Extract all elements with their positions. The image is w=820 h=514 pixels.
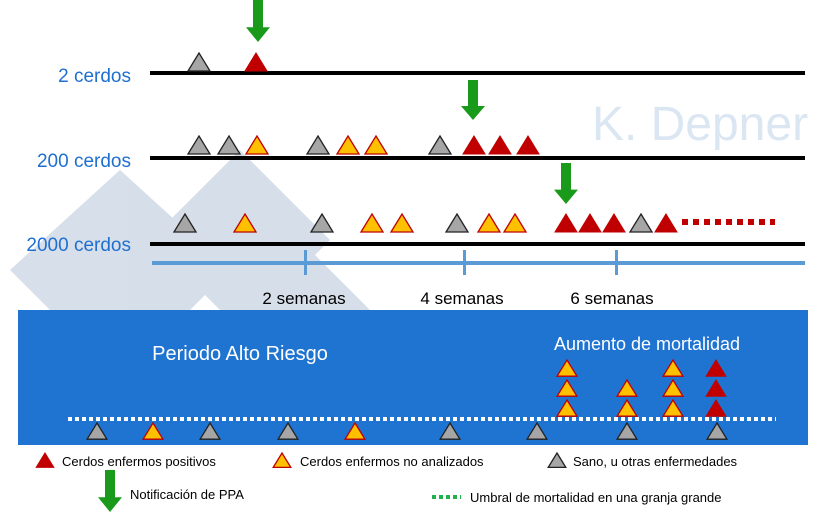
untested-triangle bbox=[615, 398, 639, 417]
healthy-triangle bbox=[628, 212, 654, 233]
row-label-200: 200 cerdos bbox=[37, 151, 131, 172]
timeline-2000 bbox=[150, 242, 805, 246]
untested-triangle bbox=[272, 451, 292, 469]
notification-arrow-icon bbox=[246, 0, 270, 42]
healthy-triangle bbox=[305, 134, 331, 155]
healthy-triangle bbox=[276, 421, 300, 440]
healthy-triangle bbox=[438, 421, 462, 440]
healthy-triangle bbox=[525, 421, 549, 440]
untested-triangle bbox=[661, 398, 685, 417]
untested-triangle bbox=[476, 212, 502, 233]
untested-triangle bbox=[359, 212, 385, 233]
watermark-text: K. Depner bbox=[592, 98, 808, 151]
positive-triangle bbox=[578, 213, 602, 233]
legend-threshold: Umbral de mortalidad en una granja grand… bbox=[470, 490, 722, 505]
healthy-triangle bbox=[705, 421, 729, 440]
positive-triangle bbox=[244, 52, 268, 72]
healthy-triangle bbox=[444, 212, 470, 233]
notification-arrow-icon bbox=[461, 80, 485, 120]
untested-triangle bbox=[141, 421, 165, 440]
notification-arrow-icon bbox=[554, 163, 578, 204]
row-label-2000: 2000 cerdos bbox=[26, 235, 131, 256]
untested-triangle bbox=[335, 134, 361, 155]
untested-triangle bbox=[661, 358, 685, 377]
tick-4-weeks bbox=[463, 250, 466, 275]
healthy-triangle bbox=[547, 451, 567, 469]
positive-triangle bbox=[602, 213, 626, 233]
healthy-triangle bbox=[198, 421, 222, 440]
mortality-increase-label: Aumento de mortalidad bbox=[554, 334, 740, 354]
positive-triangle bbox=[705, 379, 727, 397]
untested-triangle bbox=[555, 358, 579, 377]
positive-triangle bbox=[705, 359, 727, 377]
high-risk-box bbox=[18, 310, 808, 445]
untested-triangle bbox=[555, 398, 579, 417]
healthy-triangle bbox=[186, 134, 212, 155]
legend-untested: Cerdos enfermos no analizados bbox=[300, 454, 484, 469]
positive-triangle bbox=[462, 135, 486, 155]
triangles bbox=[35, 0, 775, 512]
high-risk-label: Periodo Alto Riesgo bbox=[152, 343, 328, 365]
healthy-triangle bbox=[85, 421, 109, 440]
legend-healthy: Sano, u otras enfermedades bbox=[573, 454, 738, 469]
row-label-2: 2 cerdos bbox=[58, 66, 131, 87]
tick-label-6: 6 semanas bbox=[570, 289, 653, 308]
positive-triangle bbox=[488, 135, 512, 155]
healthy-triangle bbox=[615, 421, 639, 440]
time-axis bbox=[152, 250, 805, 275]
tick-6-weeks bbox=[615, 250, 618, 275]
untested-triangle bbox=[615, 378, 639, 397]
healthy-triangle bbox=[427, 134, 453, 155]
positive-triangle bbox=[654, 213, 678, 233]
healthy-triangle bbox=[172, 212, 198, 233]
tick-2-weeks bbox=[304, 250, 307, 275]
healthy-triangle bbox=[309, 212, 335, 233]
healthy-triangle bbox=[186, 51, 212, 72]
tick-label-4: 4 semanas bbox=[420, 289, 503, 308]
healthy-triangle bbox=[216, 134, 242, 155]
untested-triangle bbox=[232, 212, 258, 233]
timeline-200 bbox=[150, 156, 805, 160]
positive-triangle bbox=[35, 452, 55, 468]
positive-triangle bbox=[516, 135, 540, 155]
tick-label-2: 2 semanas bbox=[262, 289, 345, 308]
untested-triangle bbox=[389, 212, 415, 233]
untested-triangle bbox=[244, 134, 270, 155]
legend-positive: Cerdos enfermos positivos bbox=[62, 454, 216, 469]
legend-notification: Notificación de PPA bbox=[130, 487, 244, 502]
untested-triangle bbox=[343, 421, 367, 440]
untested-triangle bbox=[661, 378, 685, 397]
positive-triangle bbox=[705, 399, 727, 417]
untested-triangle bbox=[363, 134, 389, 155]
positive-triangle bbox=[554, 213, 578, 233]
untested-triangle bbox=[502, 212, 528, 233]
timeline-2 bbox=[150, 71, 805, 75]
untested-triangle bbox=[555, 378, 579, 397]
notification-arrow-icon bbox=[98, 470, 122, 512]
